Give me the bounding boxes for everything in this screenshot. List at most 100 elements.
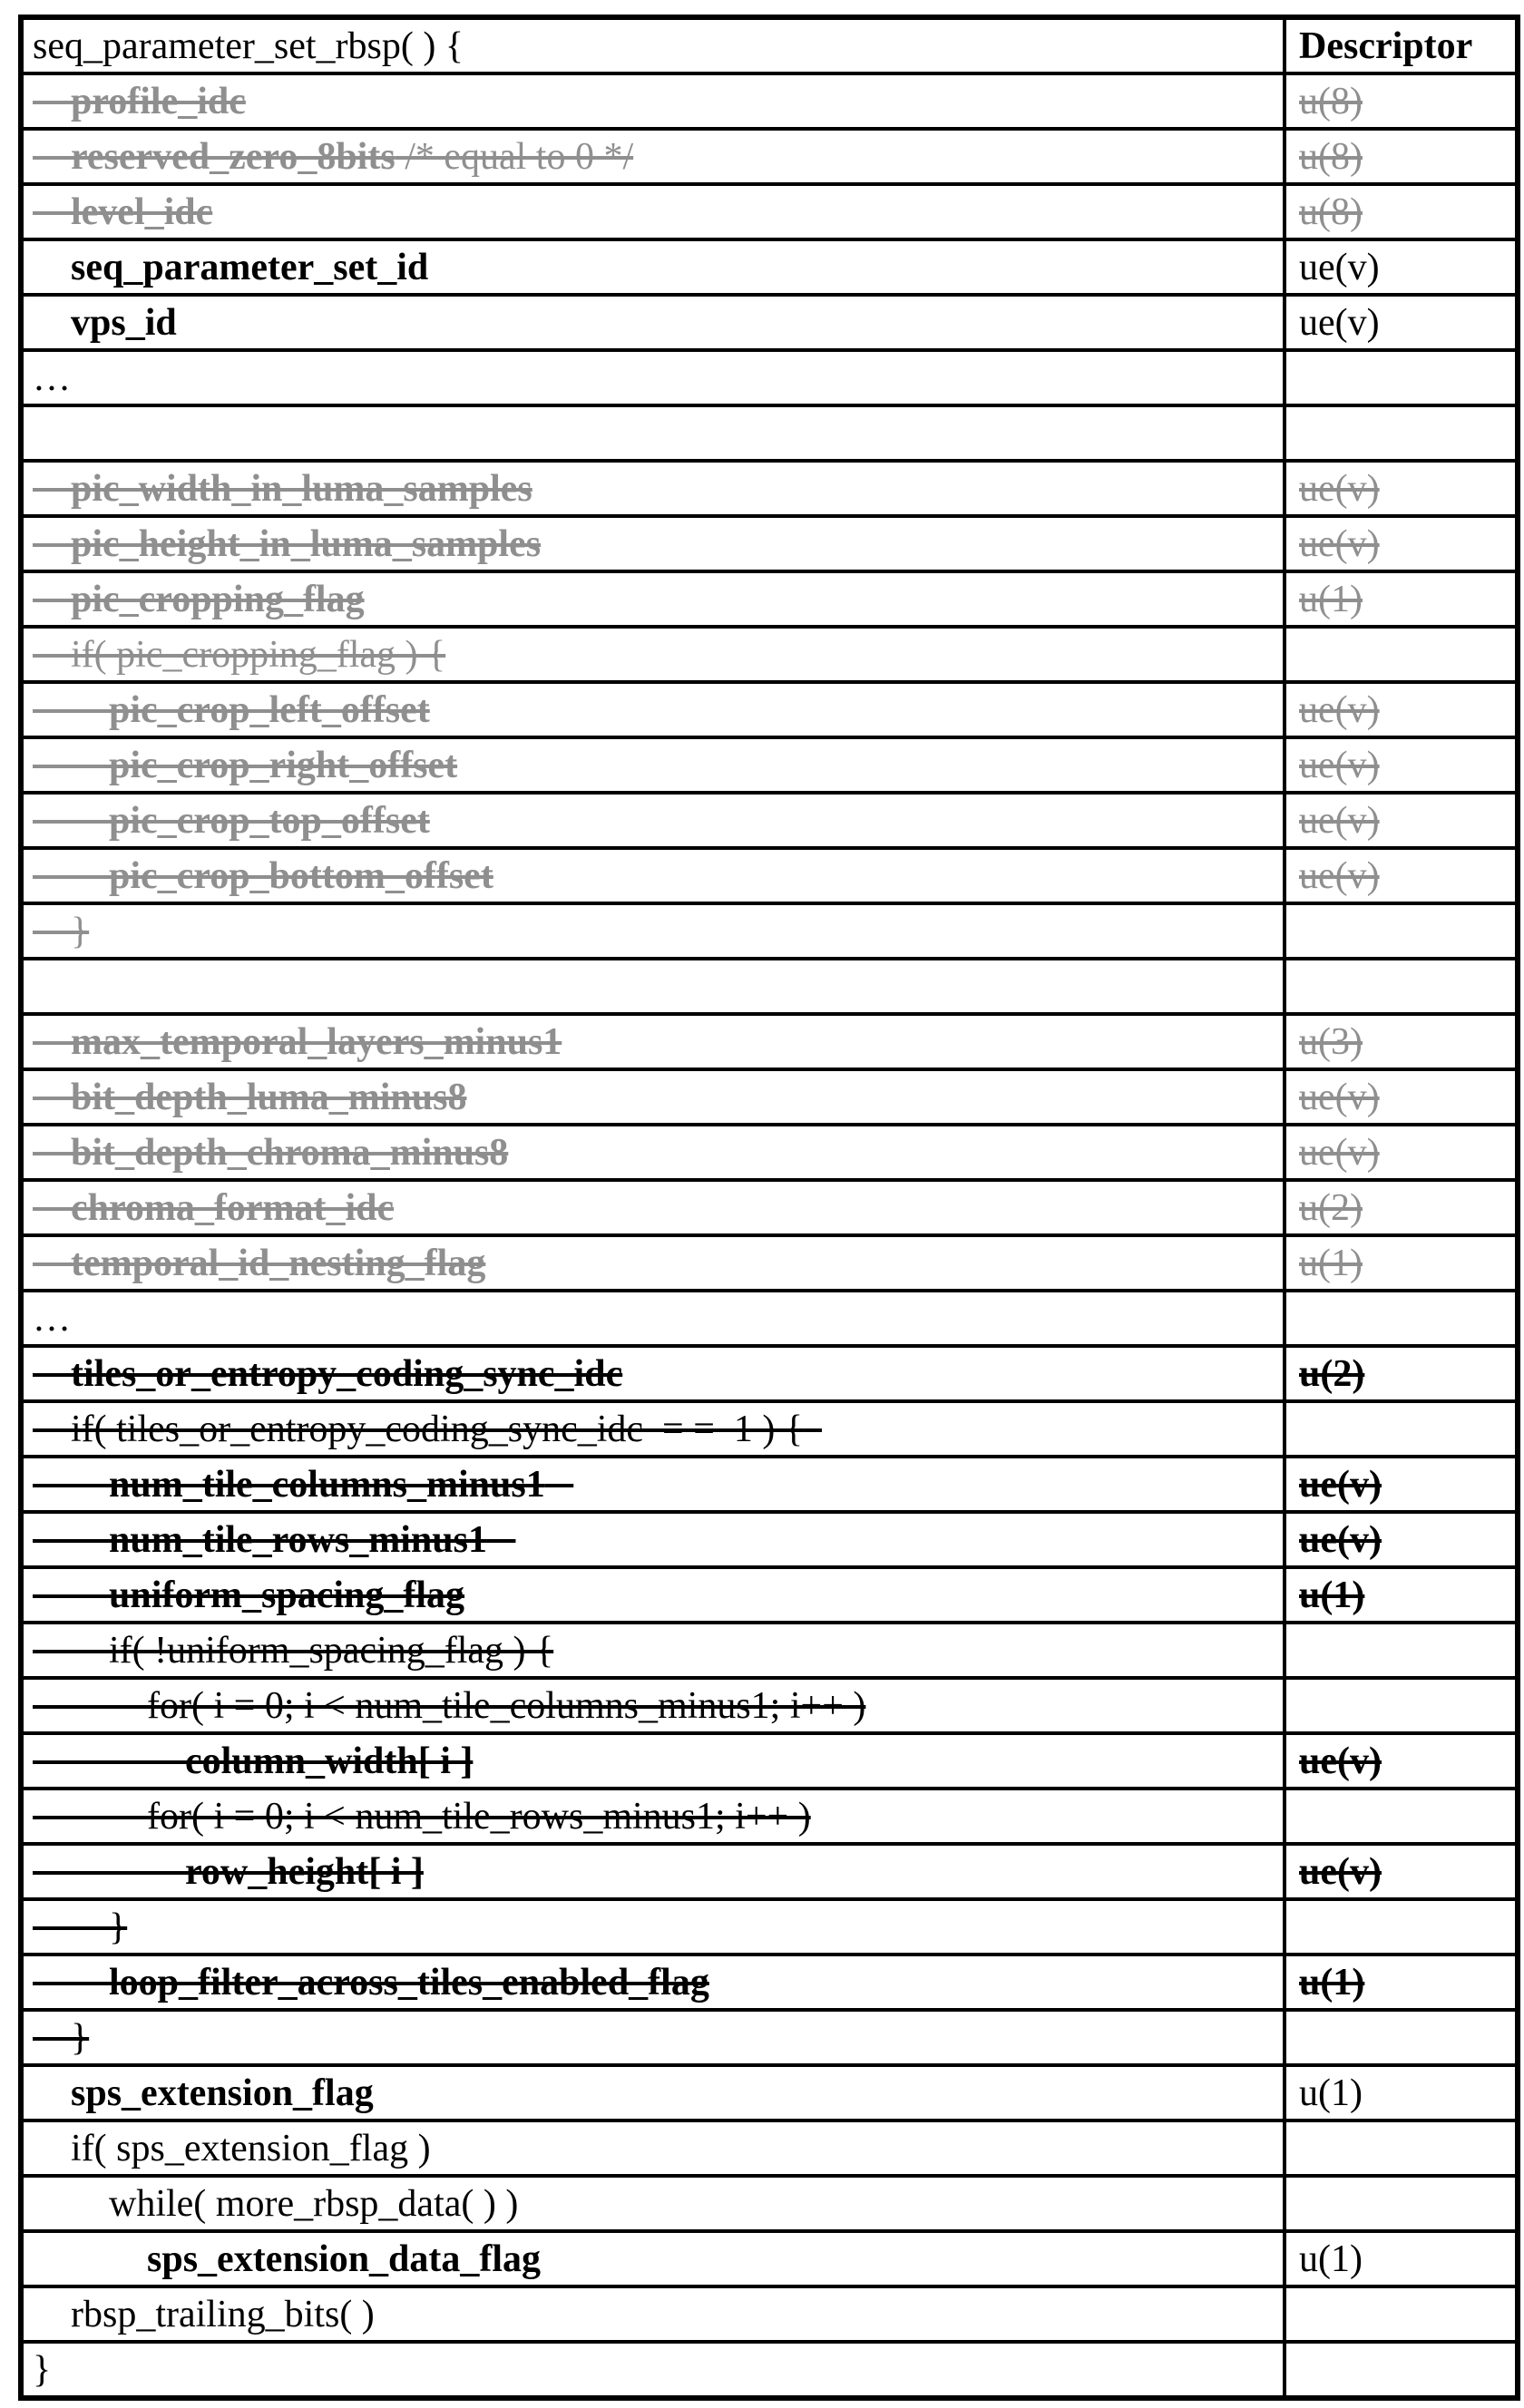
sps-syntax-table-body: seq_parameter_set_rbsp( ) {Descriptor pr… <box>19 15 1519 2400</box>
syntax-cell: profile_idc <box>19 72 1286 131</box>
descriptor-cell: ue(v) <box>1283 680 1519 739</box>
table-row: tiles_or_entropy_coding_sync_idc u(2) <box>19 1344 1519 1403</box>
table-row: } <box>19 2008 1519 2067</box>
descriptor-value: u(1) <box>1299 1242 1363 1284</box>
syntax-element-name: tiles_or_entropy_coding_sync_idc <box>71 1352 623 1395</box>
syntax-cell: } <box>19 902 1286 960</box>
syntax-element-name: vps_id <box>71 301 177 344</box>
descriptor-cell <box>1283 2008 1519 2067</box>
syntax-cell: column_width[ i ] <box>19 1731 1286 1790</box>
syntax-cell: … <box>19 348 1286 407</box>
descriptor-cell <box>1283 1676 1519 1735</box>
syntax-element-name: row_height[ i ] <box>185 1850 424 1893</box>
table-row: if( sps_extension_flag ) <box>19 2119 1519 2178</box>
syntax-statement: … <box>33 1297 71 1340</box>
syntax-element-name: uniform_spacing_flag <box>109 1574 465 1616</box>
syntax-cell: pic_crop_top_offset <box>19 791 1286 850</box>
table-row <box>19 404 1519 463</box>
descriptor-cell: ue(v) <box>1283 514 1519 573</box>
deleted-syntax-text: if( !uniform_spacing_flag ) { <box>33 1630 553 1672</box>
syntax-cell <box>19 404 1286 463</box>
syntax-statement: seq_parameter_set_rbsp( ) { <box>33 24 464 67</box>
syntax-cell: bit_depth_luma_minus8 <box>19 1068 1286 1126</box>
syntax-cell: pic_width_in_luma_samples <box>19 459 1286 518</box>
descriptor-cell <box>1283 902 1519 960</box>
table-row: num_tile_columns_minus1 ue(v) <box>19 1455 1519 1514</box>
descriptor-cell <box>1283 2285 1519 2344</box>
syntax-cell: if( pic_cropping_flag ) { <box>19 625 1286 684</box>
syntax-element-name: bit_depth_luma_minus8 <box>71 1076 467 1118</box>
syntax-cell: for( i = 0; i < num_tile_rows_minus1; i+… <box>19 1787 1286 1846</box>
syntax-cell: rbsp_trailing_bits( ) <box>19 2285 1286 2344</box>
syntax-statement: } <box>71 910 90 952</box>
syntax-cell: level_idc <box>19 182 1286 241</box>
deleted-syntax-text: profile_idc <box>33 81 246 122</box>
syntax-cell: chroma_format_idc <box>19 1178 1286 1237</box>
deleted-syntax-text: chroma_format_idc <box>33 1187 394 1229</box>
syntax-element-name: reserved_zero_8bits <box>71 135 396 178</box>
descriptor-cell <box>1283 1787 1519 1846</box>
syntax-text: … <box>33 357 71 399</box>
descriptor-value: ue(v) <box>1299 522 1380 565</box>
descriptor-value: u(2) <box>1299 1352 1365 1395</box>
table-row: pic_crop_left_offset ue(v) <box>19 680 1519 739</box>
table-row: pic_crop_top_offset ue(v) <box>19 791 1519 850</box>
descriptor-value: ue(v) <box>1299 301 1380 344</box>
syntax-element-name: level_idc <box>71 190 213 233</box>
deleted-syntax-text: pic_crop_right_offset <box>33 745 457 786</box>
descriptor-cell <box>1283 1897 1519 1956</box>
descriptor-cell <box>1283 2174 1519 2233</box>
syntax-statement: for( i = 0; i < num_tile_rows_minus1; i+… <box>147 1795 811 1838</box>
deleted-syntax-text: num_tile_columns_minus1 <box>33 1464 573 1506</box>
deleted-syntax-text: for( i = 0; i < num_tile_columns_minus1;… <box>33 1685 865 1727</box>
deleted-syntax-text: } <box>33 911 89 952</box>
table-row: bit_depth_luma_minus8 ue(v) <box>19 1068 1519 1126</box>
syntax-cell: tiles_or_entropy_coding_sync_idc <box>19 1344 1286 1403</box>
syntax-cell: row_height[ i ] <box>19 1842 1286 1901</box>
syntax-cell: if( tiles_or_entropy_coding_sync_idc = =… <box>19 1399 1286 1458</box>
syntax-element-name: num_tile_columns_minus1 <box>109 1463 545 1506</box>
table-row: max_temporal_layers_minus1 u(3) <box>19 1012 1519 1071</box>
table-row: } <box>19 1897 1519 1956</box>
syntax-statement: } <box>71 2016 90 2059</box>
table-row: if( pic_cropping_flag ) { <box>19 625 1519 684</box>
syntax-element-name: column_width[ i ] <box>185 1740 474 1782</box>
syntax-element-name: seq_parameter_set_id <box>71 246 429 288</box>
descriptor-value: ue(v) <box>1299 246 1380 288</box>
syntax-element-name: pic_crop_top_offset <box>109 799 430 842</box>
syntax-cell: seq_parameter_set_rbsp( ) { <box>19 15 1286 75</box>
syntax-element-name: pic_crop_right_offset <box>109 744 458 786</box>
descriptor-cell: ue(v) <box>1283 1510 1519 1569</box>
syntax-statement: } <box>33 2348 52 2391</box>
deleted-syntax-text: level_idc <box>33 191 212 233</box>
syntax-text: if( sps_extension_flag ) <box>33 2128 431 2169</box>
descriptor-value: ue(v) <box>1299 1850 1382 1893</box>
deleted-syntax-text: if( pic_cropping_flag ) { <box>33 634 445 676</box>
descriptor-cell: u(1) <box>1283 570 1519 629</box>
syntax-text: seq_parameter_set_id <box>33 247 428 288</box>
syntax-cell: num_tile_rows_minus1 <box>19 1510 1286 1569</box>
descriptor-cell <box>1283 1289 1519 1348</box>
descriptor-cell <box>1283 2340 1519 2400</box>
table-row: pic_height_in_luma_samples ue(v) <box>19 514 1519 573</box>
descriptor-value: u(1) <box>1299 578 1363 620</box>
descriptor-value: u(1) <box>1299 1574 1365 1616</box>
table-row: sps_extension_data_flag u(1) <box>19 2229 1519 2288</box>
table-row: column_width[ i ] ue(v) <box>19 1731 1519 1790</box>
descriptor-value: u(1) <box>1299 2237 1363 2280</box>
deleted-syntax-text: loop_filter_across_tiles_enabled_flag <box>33 1962 709 2003</box>
descriptor-value: u(8) <box>1299 190 1363 233</box>
syntax-cell: temporal_id_nesting_flag <box>19 1233 1286 1292</box>
header-row: seq_parameter_set_rbsp( ) {Descriptor <box>19 15 1519 75</box>
descriptor-cell: u(2) <box>1283 1344 1519 1403</box>
syntax-element-name: bit_depth_chroma_minus8 <box>71 1131 509 1174</box>
descriptor-cell: ue(v) <box>1283 459 1519 518</box>
deleted-syntax-text: temporal_id_nesting_flag <box>33 1243 485 1284</box>
syntax-element-name: chroma_format_idc <box>71 1186 395 1229</box>
syntax-cell: } <box>19 2340 1286 2400</box>
syntax-text: vps_id <box>33 302 177 344</box>
deleted-syntax-text: num_tile_rows_minus1 <box>33 1519 515 1561</box>
descriptor-cell <box>1283 957 1519 1016</box>
table-row: sps_extension_flag u(1) <box>19 2063 1519 2122</box>
descriptor-value: u(8) <box>1299 80 1363 122</box>
